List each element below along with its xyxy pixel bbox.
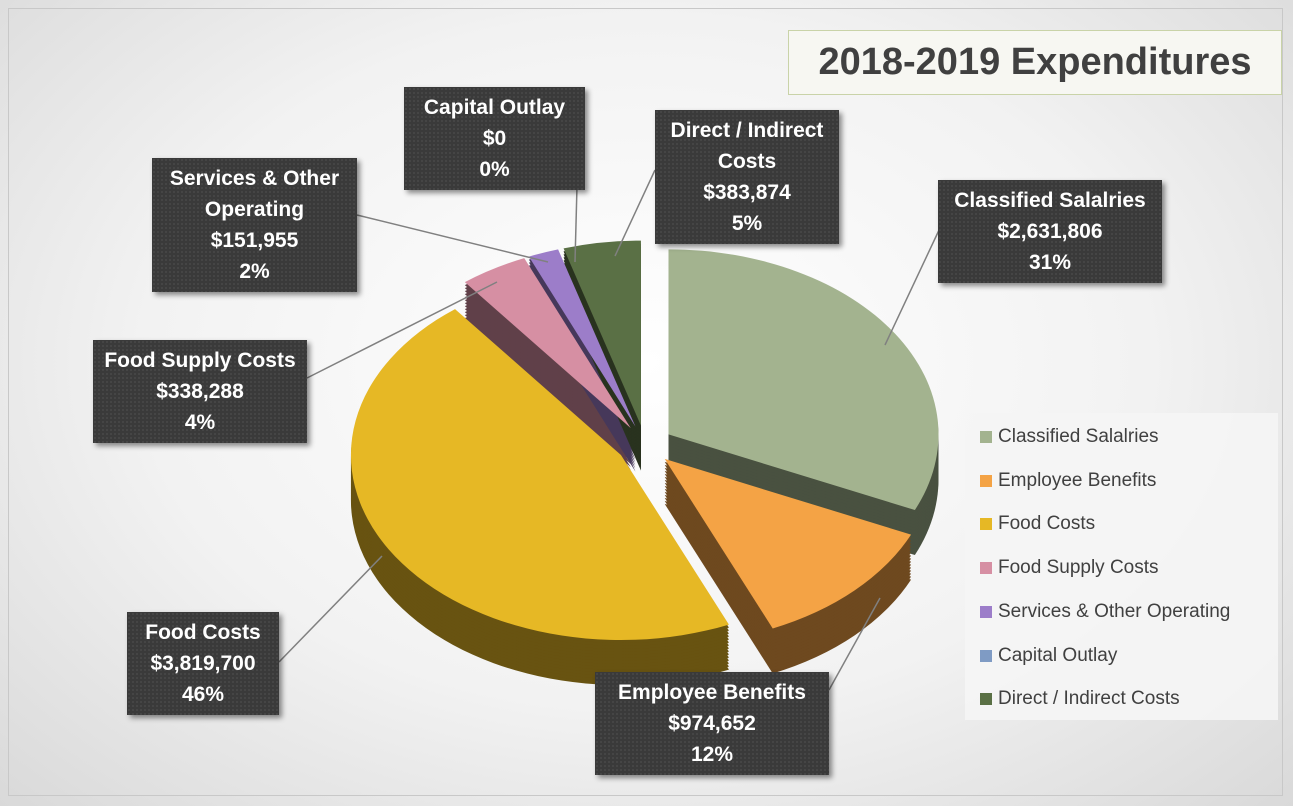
- leader-line: [306, 281, 498, 379]
- legend-swatch: [980, 693, 992, 706]
- legend-item: Food Costs: [980, 512, 1095, 536]
- label-name: Direct / Indirect Costs: [670, 119, 824, 173]
- data-label: Classified Salalries $2,631,806 31%: [938, 180, 1162, 283]
- legend-item: Food Supply Costs: [980, 556, 1159, 580]
- legend-item: Direct / Indirect Costs: [980, 687, 1180, 711]
- slice: [350, 309, 729, 641]
- label-name: Services & Other Operating: [169, 167, 340, 221]
- legend-label: Direct / Indirect Costs: [998, 688, 1180, 710]
- legend-swatch: [980, 605, 992, 618]
- legend-item: Capital Outlay: [980, 644, 1117, 668]
- label-percent: 2%: [239, 260, 270, 283]
- leader-line: [614, 169, 656, 257]
- legend-swatch: [980, 562, 992, 575]
- legend-swatch: [980, 474, 992, 487]
- label-value: $383,874: [703, 181, 791, 204]
- legend-label: Services & Other Operating: [998, 600, 1231, 622]
- leader-line: [574, 185, 578, 263]
- legend-item: Services & Other Operating: [980, 600, 1230, 624]
- label-name: Classified Salalries: [954, 189, 1146, 212]
- label-percent: 5%: [731, 212, 763, 235]
- label-percent: 12%: [690, 743, 734, 766]
- slice: [668, 249, 939, 511]
- label-percent: 0%: [479, 158, 510, 181]
- legend-swatch: [980, 431, 992, 443]
- label-name: Capital Outlay: [423, 96, 566, 119]
- legend-label: Classified Salalries: [998, 426, 1159, 447]
- label-value: $3,819,700: [150, 652, 256, 675]
- leader-line: [828, 597, 881, 691]
- chart-title: 2018-2019 Expenditures: [788, 30, 1282, 95]
- legend: Classified Salalries Employee Benefits Foo…: [965, 413, 1278, 720]
- label-value: $151,955: [210, 229, 299, 252]
- legend-label: Capital Outlay: [998, 644, 1118, 666]
- label-percent: 46%: [181, 683, 225, 706]
- data-label: Services & Other Operating $151,955 2%: [152, 158, 357, 292]
- slice: [464, 258, 631, 429]
- legend-item: Employee Benefits: [980, 469, 1156, 493]
- data-label: Direct / Indirect Costs $383,874 5%: [655, 110, 839, 244]
- legend-swatch: [980, 518, 992, 531]
- legend-label: Food Costs: [998, 513, 1096, 535]
- slice: [528, 249, 636, 427]
- label-value: $0: [482, 127, 507, 150]
- data-label: Food Costs $3,819,700 46%: [127, 612, 279, 715]
- slice: [664, 458, 912, 629]
- leader-line: [884, 227, 941, 346]
- label-percent: 31%: [1028, 251, 1072, 274]
- label-name: Employee Benefits: [618, 681, 806, 704]
- legend-swatch: [980, 649, 992, 662]
- data-label: Food Supply Costs $338,288 4%: [93, 340, 307, 443]
- label-value: $338,288: [156, 380, 244, 403]
- chart-border: [8, 8, 1283, 796]
- slice: [563, 240, 641, 426]
- legend-label: Food Supply Costs: [998, 557, 1159, 579]
- label-value: $2,631,806: [997, 220, 1103, 243]
- leader-line: [278, 555, 383, 663]
- label-percent: 4%: [184, 411, 216, 434]
- label-name: Food Supply Costs: [104, 349, 296, 372]
- label-value: $974,652: [668, 712, 756, 735]
- legend-label: Employee Benefits: [998, 469, 1157, 491]
- label-name: Food Costs: [145, 621, 261, 644]
- data-label: Capital Outlay $0 0%: [404, 87, 585, 190]
- data-label: Employee Benefits $974,652 12%: [595, 672, 829, 775]
- legend-item: Classified Salalries: [980, 425, 1159, 449]
- leader-line: [356, 214, 549, 263]
